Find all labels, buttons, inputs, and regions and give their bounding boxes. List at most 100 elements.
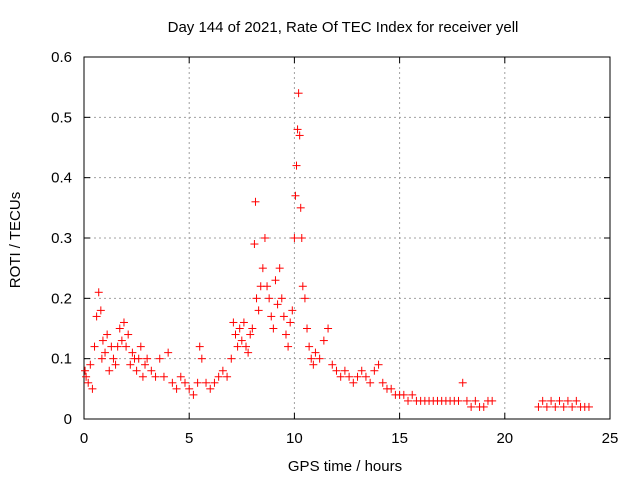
data-point (235, 324, 244, 333)
data-points (81, 89, 593, 411)
data-point (193, 378, 202, 387)
data-point (105, 366, 114, 375)
data-point (288, 306, 297, 315)
data-point (223, 372, 232, 381)
data-point (572, 396, 581, 405)
data-point (229, 318, 238, 327)
data-point (555, 396, 564, 405)
data-point (324, 324, 333, 333)
data-point (113, 342, 122, 351)
data-point (295, 131, 304, 140)
data-point (109, 354, 118, 363)
data-point (250, 240, 259, 249)
data-point (185, 384, 194, 393)
data-point (151, 372, 160, 381)
data-point (122, 342, 131, 351)
data-point (404, 396, 413, 405)
data-point (258, 264, 267, 273)
data-point (176, 372, 185, 381)
data-point (479, 402, 488, 411)
data-point (246, 330, 255, 339)
data-point (98, 336, 107, 345)
data-point (298, 282, 307, 291)
data-point (462, 396, 471, 405)
data-point (408, 390, 417, 399)
data-point (559, 402, 568, 411)
data-point (277, 294, 286, 303)
data-point (94, 288, 103, 297)
data-point (273, 300, 282, 309)
data-point (328, 360, 337, 369)
data-point (214, 372, 223, 381)
data-point (96, 306, 105, 315)
x-axis-label: GPS time / hours (288, 458, 402, 475)
data-point (168, 378, 177, 387)
data-point (275, 264, 284, 273)
x-tick-label: 25 (602, 430, 619, 447)
data-point (92, 312, 101, 321)
data-point (309, 360, 318, 369)
data-point (467, 402, 476, 411)
data-point (296, 203, 305, 212)
data-point (260, 234, 269, 242)
y-tick-label: 0.4 (51, 170, 72, 187)
data-point (97, 354, 106, 363)
data-point (353, 372, 362, 381)
y-tick-label: 0.3 (51, 230, 72, 247)
y-tick-label: 0.5 (51, 109, 72, 126)
y-tick-labels: 0 0.1 0.2 0.3 0.4 0.5 0.6 (51, 49, 72, 428)
data-point (195, 342, 204, 351)
x-tick-label: 20 (496, 430, 513, 447)
data-point (293, 125, 302, 134)
y-tick-label: 0.2 (51, 290, 72, 307)
data-point (218, 366, 227, 375)
data-point (269, 324, 278, 333)
data-point (290, 234, 299, 242)
data-point (237, 336, 246, 345)
data-point (534, 402, 543, 411)
data-point (244, 348, 253, 357)
data-point (319, 336, 328, 345)
data-point (90, 342, 99, 351)
data-point (336, 372, 345, 381)
data-point (252, 294, 261, 303)
axis-ticks (83, 56, 611, 420)
data-point (251, 197, 260, 206)
data-point (399, 390, 408, 399)
data-point (311, 348, 320, 357)
data-point (103, 330, 112, 339)
data-point (164, 348, 173, 357)
data-point (387, 384, 396, 393)
data-point (81, 366, 90, 375)
y-axis-label: ROTI / TECUs (7, 192, 24, 288)
y-tick-label: 0.6 (51, 49, 72, 66)
data-point (172, 384, 181, 393)
x-tick-label: 15 (391, 430, 408, 447)
data-point (357, 366, 366, 375)
data-point (147, 366, 156, 375)
data-point (202, 378, 211, 387)
data-point (271, 276, 280, 285)
data-point (488, 396, 497, 405)
data-point (134, 354, 143, 363)
data-point (286, 318, 295, 327)
data-point (284, 342, 293, 351)
data-point (294, 89, 303, 98)
data-point (159, 372, 168, 381)
data-point (345, 372, 354, 381)
data-point (370, 366, 379, 375)
data-point (155, 354, 164, 363)
data-point (210, 378, 219, 387)
x-tick-label: 10 (286, 430, 303, 447)
data-point (332, 366, 341, 375)
data-point (297, 234, 306, 242)
data-point (378, 378, 387, 387)
data-point (538, 396, 547, 405)
data-point (138, 372, 147, 381)
data-point (303, 324, 312, 333)
data-point (143, 354, 152, 363)
data-point (349, 378, 358, 387)
data-point (340, 366, 349, 375)
data-point (291, 191, 300, 200)
